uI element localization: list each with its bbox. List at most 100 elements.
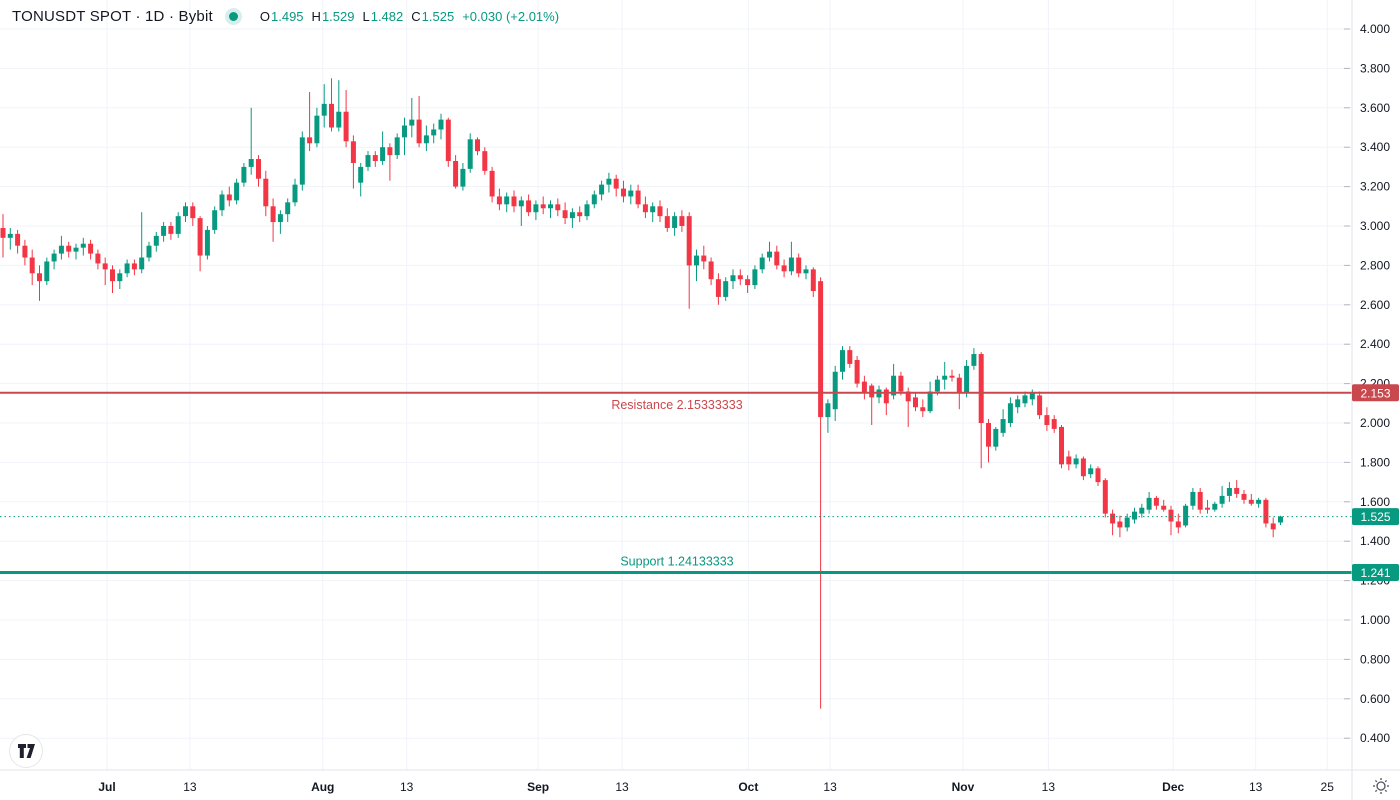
candle-body	[314, 115, 320, 144]
candle-body	[745, 279, 751, 286]
candle-body	[431, 129, 437, 136]
time-tick-label: 13	[823, 780, 837, 794]
price-tick-label: 3.200	[1360, 180, 1390, 194]
candle-body	[913, 397, 918, 408]
candle-body	[183, 206, 188, 217]
candle-body	[1248, 499, 1254, 504]
symbol-title[interactable]: TONUSDT SPOT · 1D · Bybit	[12, 8, 213, 25]
candle-body	[234, 182, 240, 201]
market-open-dot-icon	[228, 12, 238, 21]
candle-body	[730, 275, 736, 282]
candle-body	[372, 155, 378, 161]
candle-body	[409, 119, 415, 126]
candle-body	[577, 212, 583, 217]
price-badge-support	[1352, 563, 1399, 581]
candle-body	[548, 204, 553, 209]
candle-body	[803, 269, 809, 274]
candle-body	[241, 166, 247, 183]
price-tick-label: 3.000	[1360, 219, 1390, 233]
candle-body	[518, 200, 524, 207]
candle-body	[686, 216, 692, 266]
price-tick-label: 2.800	[1360, 258, 1390, 272]
time-tick-label: Oct	[738, 780, 758, 794]
candle-body	[1015, 399, 1021, 408]
candle-body	[781, 265, 787, 272]
candle-body	[453, 160, 459, 187]
tradingview-logo-icon	[17, 744, 35, 758]
candle-body	[270, 206, 276, 223]
candle-body	[263, 178, 269, 207]
candle-body	[1175, 521, 1181, 528]
close-readout: C1.525	[411, 9, 455, 24]
candle-body	[1139, 507, 1145, 514]
candle-body	[131, 263, 137, 270]
price-tick-label: 3.600	[1360, 101, 1390, 115]
time-axis[interactable]	[0, 771, 1352, 800]
candle-body	[358, 166, 364, 183]
candle-body	[467, 139, 473, 169]
candle-body	[533, 204, 539, 213]
candle-body	[88, 243, 94, 254]
candle-body	[891, 375, 897, 396]
candle-body	[307, 137, 313, 144]
candle-body	[1095, 468, 1101, 483]
candle-body	[139, 257, 145, 270]
candle-body	[226, 194, 232, 201]
candle-body	[1080, 458, 1086, 477]
candle-body	[44, 261, 50, 282]
candle-body	[1183, 505, 1189, 526]
candle-body	[869, 385, 875, 398]
price-tick-label: 2.000	[1360, 416, 1390, 430]
candle-body	[460, 168, 466, 187]
candle-body	[197, 218, 203, 256]
axis-settings-gear-icon[interactable]	[1373, 778, 1389, 794]
resistance-label: Resistance 2.15333333	[611, 398, 742, 412]
candle-body	[256, 159, 261, 179]
candle-body	[591, 194, 597, 205]
candle-body	[628, 190, 634, 197]
candle-body	[1124, 517, 1130, 528]
candle-body	[66, 245, 72, 252]
candle-body	[759, 257, 765, 270]
candle-body	[767, 251, 772, 258]
candle-body	[1197, 491, 1203, 510]
candle-body	[1190, 491, 1196, 506]
candle-body	[380, 147, 386, 161]
time-tick-label: Aug	[311, 780, 334, 794]
candle-body	[1073, 458, 1079, 465]
candle-body	[1219, 495, 1225, 504]
candle-body	[825, 403, 831, 418]
candle-body	[168, 226, 174, 234]
candle-body	[124, 263, 130, 274]
price-tick-label: 1.000	[1360, 613, 1390, 627]
candle-body	[1000, 419, 1006, 433]
price-badge-last	[1352, 508, 1399, 526]
candle-body	[1153, 497, 1159, 506]
candle-body	[701, 255, 707, 262]
time-tick-label: 13	[615, 780, 629, 794]
candle-body	[840, 350, 845, 372]
candle-body	[321, 103, 327, 116]
candle-body	[394, 137, 400, 156]
candle-body	[861, 381, 867, 394]
candle-body	[694, 255, 699, 266]
candle-body	[949, 375, 955, 378]
candle-body	[934, 379, 940, 392]
candle-body	[80, 243, 86, 248]
price-tick-label: 3.800	[1360, 61, 1390, 75]
time-tick-label: Sep	[527, 780, 549, 794]
tradingview-logo[interactable]	[9, 734, 43, 768]
price-tick-label: 2.600	[1360, 298, 1390, 312]
candle-body	[883, 389, 889, 404]
candle-body	[752, 269, 758, 286]
candle-body	[1022, 395, 1028, 404]
candle-body	[423, 135, 429, 144]
candle-body	[29, 257, 35, 274]
candle-body	[942, 375, 948, 380]
candle-body	[1037, 395, 1043, 416]
candle-body	[1278, 516, 1283, 523]
candle-body	[1007, 403, 1013, 423]
candle-body	[204, 229, 210, 256]
support-label: Support 1.24133333	[620, 554, 733, 568]
